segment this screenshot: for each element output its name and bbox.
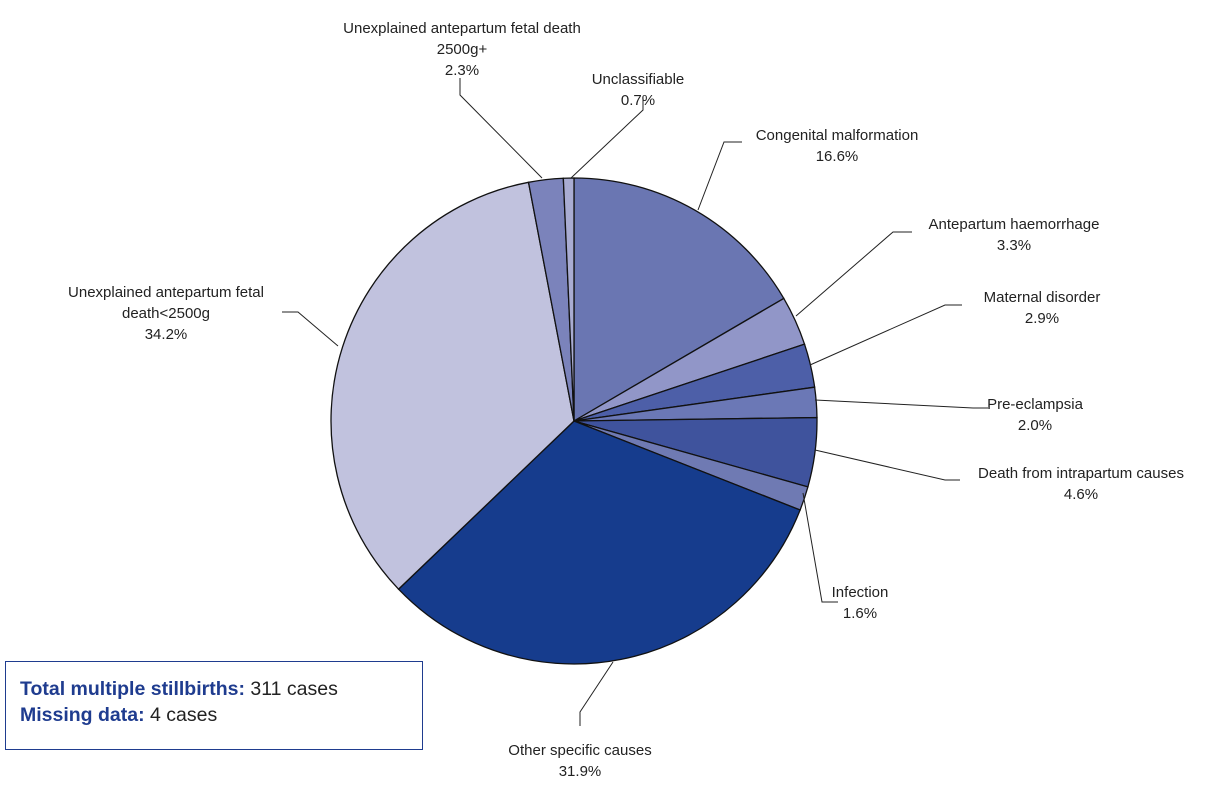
leader-line-death-from-intrapartum-causes — [814, 449, 960, 481]
leader-line-unclassifiable — [570, 97, 644, 179]
slice-name-label: Other specific causes — [508, 742, 651, 759]
pie-slice-unclassifiable — [562, 177, 575, 422]
slice-label-infection: Infection 1.6% — [832, 584, 889, 622]
slice-value-label: 0.7% — [621, 92, 655, 109]
leader-line-pre-eclampsia — [814, 399, 988, 409]
slice-name-label: Death from intrapartum causes — [978, 465, 1184, 482]
slice-label-congenital-malformation: Congenital malformation 16.6% — [756, 127, 919, 165]
slice-value-label: 16.6% — [816, 148, 859, 165]
slice-value-label: 2.0% — [1018, 417, 1052, 434]
leader-line-unexplained-antepartum-fetal-death-2500g — [282, 311, 339, 347]
slice-name-label: Unexplained antepartum fetal death — [343, 20, 581, 37]
slice-label-death-from-intrapartum-causes: Death from intrapartum causes 4.6% — [978, 465, 1184, 503]
missing-line: Missing data: 4 cases — [20, 702, 422, 728]
slice-label-unexplained-antepartum-fetal-death-2500g: Unexplained antepartum fetal death 2500g+… — [343, 20, 581, 79]
slice-name-label: Unexplained antepartum fetal — [68, 284, 264, 301]
slice-name-label: Antepartum haemorrhage — [929, 216, 1100, 233]
slice-label-unclassifiable: Unclassifiable 0.7% — [592, 71, 685, 109]
total-value: 311 cases — [244, 678, 338, 700]
total-key: Total multiple stillbirths: — [20, 678, 245, 700]
slice-value-label: 34.2% — [145, 326, 188, 343]
slice-name-label: Congenital malformation — [756, 127, 919, 144]
pie-slice-unexplained-antepartum-fetal-death-2500g — [330, 181, 575, 591]
slice-label-unexplained-antepartum-fetal-death-2500g: Unexplained antepartum fetal death<2500g 3… — [68, 284, 264, 343]
slice-value-label: 2.3% — [445, 62, 479, 79]
slice-label-other-specific-causes: Other specific causes 31.9% — [508, 742, 651, 780]
pie-slice-congenital-malformation — [573, 177, 785, 423]
slice-label-maternal-disorder: Maternal disorder 2.9% — [984, 289, 1101, 327]
summary-box: Total multiple stillbirths: 311 cases Mi… — [5, 661, 423, 750]
missing-value: 4 cases — [144, 704, 218, 726]
slice-value-label: 1.6% — [843, 605, 877, 622]
slice-label-antepartum-haemorrhage: Antepartum haemorrhage 3.3% — [929, 216, 1100, 254]
slice-value-label: 31.9% — [559, 763, 602, 780]
leader-line-congenital-malformation — [697, 141, 742, 211]
slice-value-label: 2.9% — [1025, 310, 1059, 327]
slice-value-label: 3.3% — [997, 237, 1031, 254]
slice-label-pre-eclampsia: Pre-eclampsia 2.0% — [987, 396, 1084, 434]
leader-line-infection — [802, 492, 838, 603]
slice-name-label: 2500g+ — [437, 41, 488, 58]
missing-key: Missing data: — [20, 704, 145, 726]
slice-name-label: Maternal disorder — [984, 289, 1101, 306]
slice-value-label: 4.6% — [1064, 486, 1098, 503]
leader-line-unexplained-antepartum-fetal-death-2500g — [459, 78, 543, 179]
pie-slice-other-specific-causes — [397, 420, 801, 665]
leader-line-maternal-disorder — [809, 304, 962, 366]
total-line: Total multiple stillbirths: 311 cases — [20, 676, 422, 702]
slice-name-label: Unclassifiable — [592, 71, 685, 88]
leader-line-other-specific-causes — [579, 661, 614, 726]
leader-line-antepartum-haemorrhage — [795, 231, 912, 317]
slice-name-label: Pre-eclampsia — [987, 396, 1084, 413]
slice-name-label: death<2500g — [122, 305, 210, 322]
slice-name-label: Infection — [832, 584, 889, 601]
